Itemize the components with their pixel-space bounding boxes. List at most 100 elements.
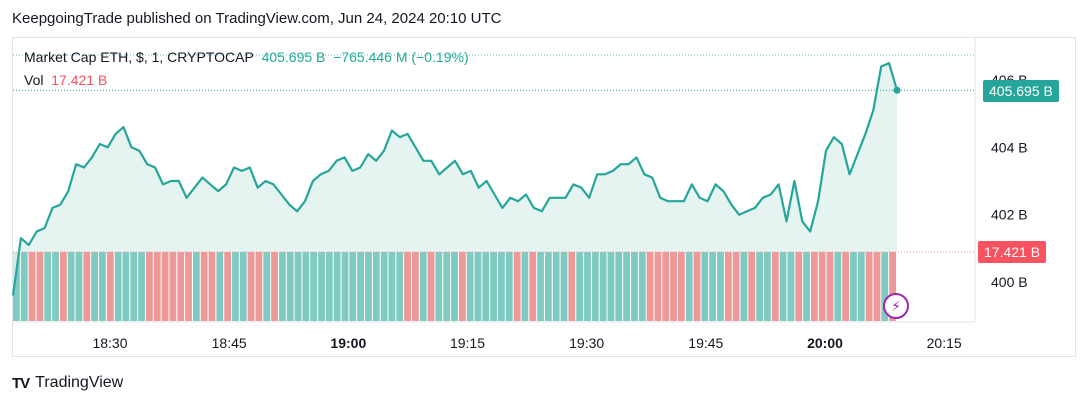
- volume-bar: [482, 252, 490, 321]
- volume-bar: [318, 252, 325, 321]
- volume-bar: [458, 252, 466, 321]
- time-tick-label: 19:15: [450, 335, 485, 351]
- volume-bar: [810, 252, 818, 321]
- volume-bar: [169, 252, 177, 321]
- time-axis[interactable]: 18:30 18:45 19:00 19:15 19:30 19:45 20:00 20:15: [92, 335, 961, 351]
- volume-bar: [787, 252, 795, 321]
- volume-bar: [779, 252, 787, 321]
- volume-bar: [357, 252, 365, 321]
- volume-bar: [208, 252, 216, 321]
- volume-bar: [192, 252, 200, 321]
- symbol-title[interactable]: Market Cap ETH, $, 1, CRYPTOCAP: [24, 49, 254, 65]
- volume-bar: [67, 252, 75, 321]
- volume-bar: [873, 252, 881, 321]
- volume-bar: [20, 252, 28, 321]
- volume-bar: [576, 252, 584, 321]
- volume-bar: [709, 252, 717, 321]
- volume-bar: [537, 252, 544, 321]
- volume-bar: [646, 252, 654, 321]
- volume-bar: [443, 252, 451, 321]
- volume-bar: [685, 252, 693, 321]
- volume-bar: [599, 252, 607, 321]
- volume-bar: [106, 252, 114, 321]
- price-tick-label: 400 B: [991, 274, 1028, 290]
- volume-bar: [365, 252, 372, 321]
- chart-legend: Market Cap ETH, $, 1, CRYPTOCAP 405.695 …: [24, 46, 469, 92]
- brand-name: TradingView: [35, 374, 124, 391]
- volume-bar: [200, 252, 208, 321]
- volume-bar: [419, 252, 427, 321]
- volume-bar: [153, 252, 161, 321]
- volume-bar: [83, 252, 91, 321]
- volume-bar: [881, 252, 889, 321]
- volume-bar: [623, 252, 631, 321]
- volume-bar: [842, 252, 850, 321]
- volume-bar: [552, 252, 560, 321]
- volume-bar: [341, 252, 349, 321]
- volume-bar: [498, 252, 505, 321]
- volume-bar: [732, 252, 740, 321]
- volume-bar: [889, 252, 896, 321]
- volume-bar: [278, 252, 286, 321]
- volume-bar: [427, 252, 435, 321]
- volume-bar: [826, 252, 834, 321]
- volume-bar: [294, 252, 302, 321]
- price-guides: [13, 37, 976, 323]
- volume-bar: [568, 252, 576, 321]
- price-area-fill: [13, 63, 897, 296]
- volume-bar: [451, 252, 458, 321]
- volume-bar: [302, 252, 310, 321]
- volume-badge: 17.421 B: [978, 241, 1047, 263]
- volume-bar: [247, 252, 255, 321]
- volume-bar: [333, 252, 341, 321]
- volume-bar: [670, 252, 677, 321]
- volume-bar: [44, 252, 52, 321]
- change-value: −765.446 M (−0.19%): [333, 49, 469, 65]
- volume-bar: [631, 252, 638, 321]
- volume-bar: [865, 252, 873, 321]
- volume-bar: [138, 252, 145, 321]
- volume-bar: [36, 252, 44, 321]
- volume-bar: [161, 252, 169, 321]
- volume-label[interactable]: Vol: [24, 72, 44, 88]
- tradingview-brand[interactable]: TV TradingView: [12, 374, 123, 392]
- volume-bar: [122, 252, 130, 321]
- volume-bar: [529, 252, 537, 321]
- volume-bar: [677, 252, 685, 321]
- volume-bar: [764, 252, 771, 321]
- volume-bar: [99, 252, 106, 321]
- price-line: [11, 62, 899, 296]
- volume-bar: [771, 252, 779, 321]
- volume-bar: [411, 252, 419, 321]
- volume-bar: [388, 252, 396, 321]
- volume-bar: [693, 252, 701, 321]
- volume-bar: [615, 252, 623, 321]
- volume-bar: [263, 252, 271, 321]
- chart-frame: [12, 37, 1076, 357]
- price-badge: 405.695 B: [983, 80, 1059, 102]
- price-area: [11, 62, 901, 296]
- volume-bar: [52, 252, 59, 321]
- tradingview-logo-icon: TV: [12, 374, 30, 392]
- volume-bar: [145, 252, 153, 321]
- volume-bar: [13, 252, 20, 321]
- volume-bar: [404, 252, 411, 321]
- volume-bar: [560, 252, 568, 321]
- volume-bar: [521, 252, 529, 321]
- volume-bar: [130, 252, 138, 321]
- volume-bar: [834, 252, 842, 321]
- volume-bar: [607, 252, 615, 321]
- volume-value: 17.421 B: [51, 72, 108, 88]
- time-tick-label: 18:45: [212, 335, 247, 351]
- volume-bar: [513, 252, 521, 321]
- volume-bar: [724, 252, 732, 321]
- lightning-icon[interactable]: ⚡: [883, 293, 909, 319]
- volume-bar: [756, 252, 764, 321]
- volume-bar: [490, 252, 498, 321]
- volume-bar: [850, 252, 857, 321]
- volume-bar: [239, 252, 247, 321]
- time-tick-label: 19:00: [330, 335, 366, 351]
- last-value: 405.695 B: [261, 49, 326, 65]
- volume-bar: [474, 252, 482, 321]
